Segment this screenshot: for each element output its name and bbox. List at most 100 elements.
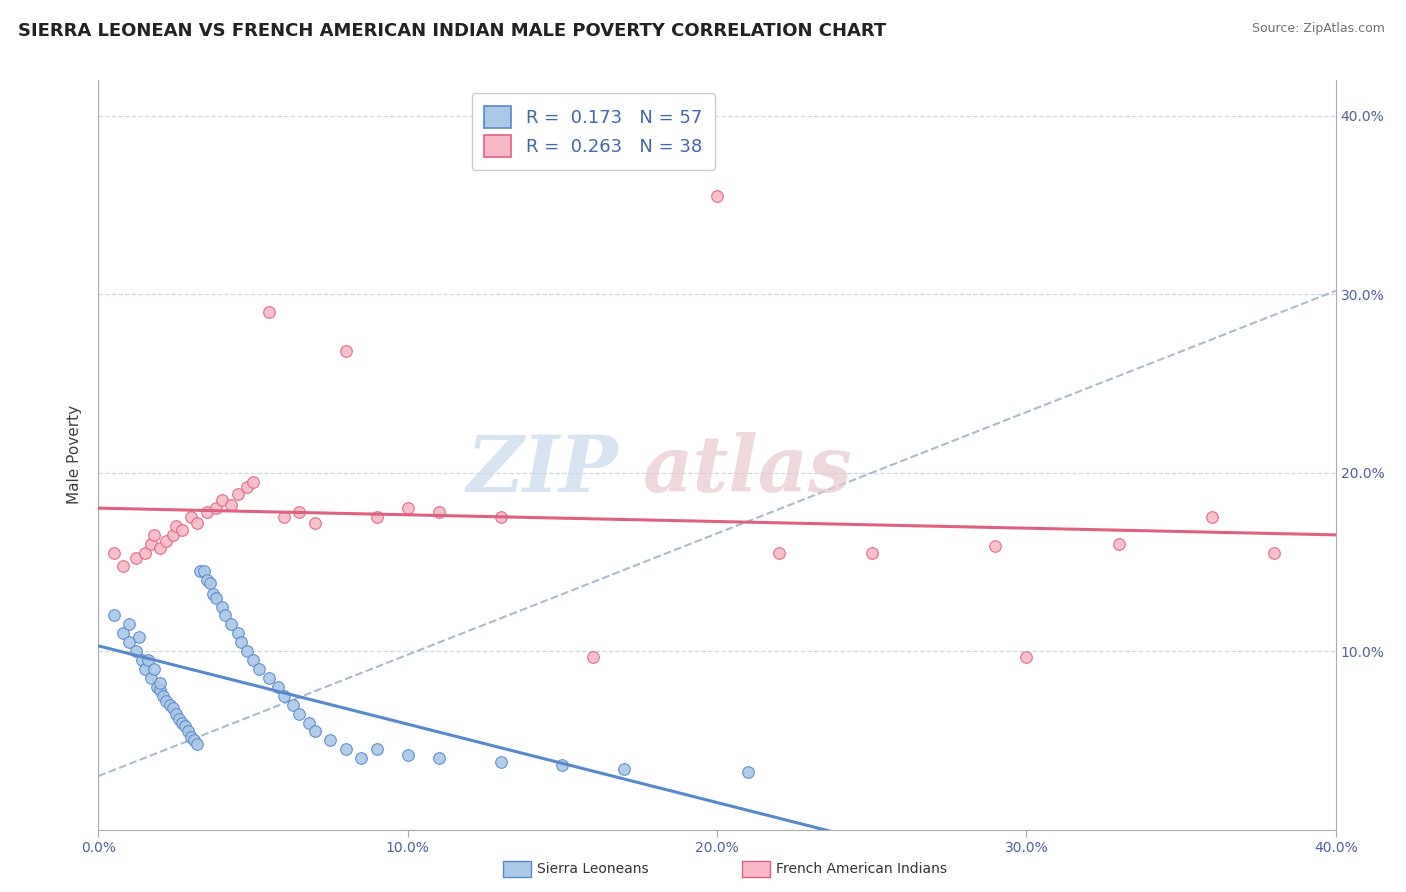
- Point: [162, 528, 184, 542]
- Point: [1263, 546, 1285, 560]
- Point: [288, 505, 311, 519]
- Point: [984, 539, 1007, 553]
- Point: [257, 305, 280, 319]
- Point: [149, 683, 172, 698]
- Point: [195, 573, 218, 587]
- Text: Source: ZipAtlas.com: Source: ZipAtlas.com: [1251, 22, 1385, 36]
- Point: [167, 712, 190, 726]
- Point: [186, 516, 208, 530]
- Point: [155, 533, 177, 548]
- Point: [242, 475, 264, 489]
- Point: [103, 608, 125, 623]
- Point: [236, 644, 259, 658]
- Text: atlas: atlas: [643, 432, 852, 508]
- Point: [298, 715, 321, 730]
- Point: [304, 516, 326, 530]
- Y-axis label: Male Poverty: Male Poverty: [67, 405, 83, 505]
- Point: [226, 487, 249, 501]
- Point: [582, 649, 605, 664]
- Point: [267, 680, 290, 694]
- Point: [860, 546, 883, 560]
- Point: [149, 676, 172, 690]
- Point: [211, 599, 233, 614]
- Point: [177, 724, 200, 739]
- Point: [211, 492, 233, 507]
- Point: [180, 730, 202, 744]
- Point: [768, 546, 790, 560]
- Point: [706, 189, 728, 203]
- Point: [190, 564, 212, 578]
- Point: [131, 653, 153, 667]
- Point: [427, 505, 450, 519]
- Point: [236, 480, 259, 494]
- Point: [335, 344, 357, 359]
- Point: [1108, 537, 1130, 551]
- Point: [143, 662, 166, 676]
- Point: [226, 626, 249, 640]
- Point: [613, 762, 636, 776]
- Point: [118, 635, 141, 649]
- Point: [396, 501, 419, 516]
- Point: [350, 751, 373, 765]
- Point: [170, 715, 193, 730]
- Point: [201, 587, 224, 601]
- Point: [136, 653, 159, 667]
- Point: [304, 724, 326, 739]
- Point: [242, 653, 264, 667]
- Point: [180, 510, 202, 524]
- Point: [288, 706, 311, 721]
- Point: [174, 719, 197, 733]
- Point: [143, 528, 166, 542]
- Point: [366, 510, 388, 524]
- Point: [551, 758, 574, 772]
- Point: [396, 747, 419, 762]
- Point: [283, 698, 305, 712]
- Point: [152, 689, 174, 703]
- Point: [146, 680, 169, 694]
- Point: [183, 733, 205, 747]
- Point: [149, 541, 172, 555]
- Point: [159, 698, 181, 712]
- Point: [155, 694, 177, 708]
- Point: [1015, 649, 1038, 664]
- Text: Sierra Leoneans: Sierra Leoneans: [537, 862, 648, 876]
- Point: [124, 551, 146, 566]
- Point: [335, 742, 357, 756]
- Point: [273, 510, 295, 524]
- Point: [205, 591, 228, 605]
- Point: [112, 558, 135, 573]
- Point: [112, 626, 135, 640]
- Text: SIERRA LEONEAN VS FRENCH AMERICAN INDIAN MALE POVERTY CORRELATION CHART: SIERRA LEONEAN VS FRENCH AMERICAN INDIAN…: [18, 22, 887, 40]
- Point: [247, 662, 270, 676]
- Point: [257, 671, 280, 685]
- Point: [162, 701, 184, 715]
- Point: [221, 617, 243, 632]
- Point: [427, 751, 450, 765]
- Point: [134, 662, 156, 676]
- Point: [139, 537, 162, 551]
- Point: [1201, 510, 1223, 524]
- Point: [221, 498, 243, 512]
- Point: [193, 564, 215, 578]
- Point: [489, 755, 512, 769]
- Legend: R =  0.173   N = 57, R =  0.263   N = 38: R = 0.173 N = 57, R = 0.263 N = 38: [472, 93, 714, 169]
- Point: [103, 546, 125, 560]
- Point: [128, 630, 150, 644]
- Point: [214, 608, 236, 623]
- Point: [134, 546, 156, 560]
- Point: [124, 644, 146, 658]
- Point: [205, 501, 228, 516]
- Point: [273, 689, 295, 703]
- Point: [489, 510, 512, 524]
- Point: [195, 505, 218, 519]
- Point: [118, 617, 141, 632]
- Text: ZIP: ZIP: [467, 432, 619, 508]
- Point: [186, 737, 208, 751]
- Point: [319, 733, 342, 747]
- Point: [139, 671, 162, 685]
- Point: [366, 742, 388, 756]
- Point: [165, 519, 187, 533]
- Point: [165, 706, 187, 721]
- Point: [229, 635, 252, 649]
- Point: [198, 576, 221, 591]
